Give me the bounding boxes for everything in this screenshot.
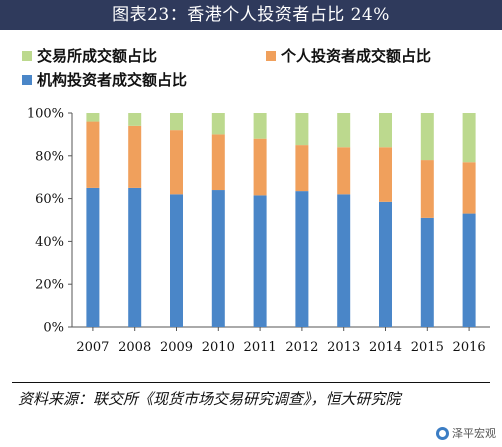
bar-segment-institutional: [253, 195, 267, 327]
watermark-text: 泽平宏观: [452, 427, 496, 440]
chart-title: 图表23：香港个人投资者占比 24%: [0, 0, 502, 30]
watermark: 泽平宏观: [436, 425, 496, 441]
legend-label-exchange: 交易所成交额占比: [37, 47, 158, 65]
x-tick-label: 2016: [453, 340, 486, 355]
y-tick-label: 100%: [27, 107, 64, 122]
bar-segment-institutional: [462, 213, 476, 327]
legend-item-institutional: 机构投资者成交额占比: [22, 70, 187, 90]
bar-segment-individual: [462, 162, 476, 214]
y-tick-label: 60%: [35, 192, 64, 207]
bar-segment-individual: [295, 145, 309, 192]
y-tick-label: 0%: [43, 321, 64, 336]
bar-segment-exchange: [295, 113, 309, 146]
divider-line: [12, 382, 490, 383]
y-tick-label: 40%: [35, 235, 64, 250]
legend-label-individual: 个人投资者成交额占比: [281, 47, 432, 65]
legend-swatch-exchange: [22, 50, 32, 61]
bar-segment-exchange: [462, 113, 476, 163]
x-tick-label: 2011: [244, 340, 277, 355]
bar-segment-exchange: [128, 113, 142, 126]
bar-segment-exchange: [170, 113, 183, 131]
x-tick-label: 2012: [285, 340, 318, 355]
y-tick-label: 80%: [35, 149, 64, 164]
x-tick-label: 2015: [411, 340, 444, 355]
bar-segment-institutional: [170, 194, 183, 327]
bar-segment-institutional: [337, 194, 351, 327]
bar-segment-institutional: [128, 187, 142, 327]
bar-segment-institutional: [86, 187, 100, 327]
bar-segment-exchange: [420, 113, 434, 161]
bar-segment-institutional: [211, 190, 225, 327]
source-note: 资料来源：联交所《现货市场交易研究调查》，恒大研究院: [18, 390, 401, 408]
x-tick-label: 2013: [327, 340, 360, 355]
bar-segment-individual: [211, 134, 225, 191]
bar-segment-institutional: [295, 191, 309, 327]
bar-segment-institutional: [379, 201, 392, 327]
circle-logo-icon: [436, 426, 449, 440]
legend-swatch-institutional: [22, 74, 32, 85]
bar-segment-institutional: [420, 217, 434, 327]
bar-segment-individual: [420, 160, 434, 218]
bar-segment-individual: [253, 138, 267, 196]
x-tick-label: 2008: [118, 340, 151, 355]
legend-item-individual: 个人投资者成交额占比: [266, 46, 431, 66]
x-tick-label: 2010: [202, 340, 235, 355]
bar-segment-individual: [86, 121, 100, 188]
x-tick-label: 2009: [160, 340, 193, 355]
legend-item-exchange: 交易所成交额占比: [22, 46, 157, 66]
bar-segment-exchange: [211, 113, 225, 135]
y-tick-label: 20%: [35, 278, 64, 293]
x-tick-label: 2007: [76, 340, 109, 355]
bar-segment-exchange: [253, 113, 267, 139]
bar-segment-individual: [128, 125, 142, 188]
legend-label-institutional: 机构投资者成交额占比: [37, 71, 188, 89]
x-tick-label: 2014: [369, 340, 402, 355]
bar-segment-exchange: [337, 113, 351, 148]
bar-segment-individual: [337, 147, 351, 195]
bar-segment-exchange: [379, 113, 392, 148]
legend-swatch-individual: [266, 50, 276, 61]
bar-segment-individual: [170, 130, 183, 195]
bar-segment-individual: [379, 147, 392, 202]
stacked-bar-chart: 0% 20% 40% 60% 80% 100% 2007 2008 2009 2010 2011 20…: [27, 107, 490, 355]
legend: 交易所成交额占比 个人投资者成交额占比 机构投资者成交额占比: [22, 40, 492, 92]
bar-segment-exchange: [86, 113, 100, 122]
